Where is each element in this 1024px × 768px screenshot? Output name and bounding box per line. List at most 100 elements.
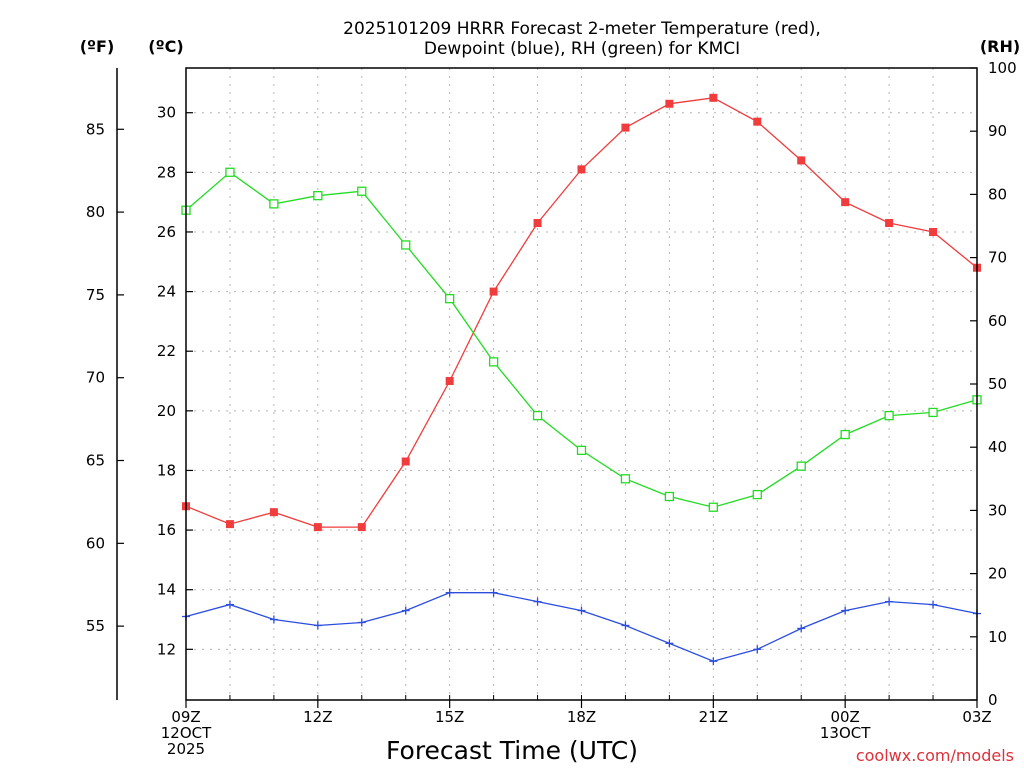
rh-point — [928, 407, 938, 418]
dewpoint-point — [753, 645, 762, 654]
rh-point — [269, 199, 279, 209]
celsius-tick-label: 28 — [157, 163, 176, 181]
rh-point — [840, 429, 850, 440]
credit-link[interactable]: coolwx.com/models — [856, 746, 1014, 765]
temperature-point — [533, 219, 542, 228]
rh-point — [445, 294, 455, 304]
dewpoint-point — [885, 597, 894, 606]
temperature-point — [577, 165, 586, 174]
rh-point — [620, 474, 631, 484]
dewpoint-point — [225, 600, 234, 609]
rh-point — [708, 502, 718, 512]
celsius-tick-label: 30 — [157, 104, 176, 122]
celsius-tick-label: 24 — [157, 283, 176, 301]
rh-tick-label: 0 — [988, 691, 998, 709]
dewpoint-point — [841, 606, 850, 615]
fahrenheit-unit-label: (ºF) — [80, 37, 115, 56]
temperature-point — [357, 523, 366, 532]
series-dewpoint — [182, 588, 981, 666]
rh-point — [576, 445, 587, 456]
dewpoint-point — [489, 588, 498, 597]
temperature-point — [665, 99, 674, 108]
rh-tick-label: 90 — [988, 122, 1007, 140]
celsius-tick-label: 14 — [157, 581, 176, 599]
celsius-tick-label: 16 — [157, 521, 176, 539]
celsius-tick-label: 22 — [157, 342, 176, 360]
fahrenheit-tick-label: 80 — [86, 203, 105, 221]
rh-point — [532, 410, 543, 421]
series-temperature — [182, 93, 981, 532]
x-tick-label: 12OCT — [161, 724, 212, 742]
rh-point — [488, 357, 499, 367]
dewpoint-point — [269, 615, 278, 624]
rh-tick-label: 70 — [988, 249, 1007, 267]
rh-tick-label: 30 — [988, 501, 1007, 519]
celsius-tick-label: 18 — [157, 461, 176, 479]
temperature-point — [753, 117, 762, 126]
rh-unit-label: (RH) — [980, 37, 1020, 56]
temperature-point — [885, 219, 894, 228]
rh-point — [401, 240, 411, 250]
celsius-unit-label: (ºC) — [148, 37, 183, 56]
grid-lines — [186, 68, 977, 700]
fahrenheit-tick-label: 65 — [86, 452, 105, 470]
chart-title-line-1: 2025101209 HRRR Forecast 2-meter Tempera… — [343, 19, 821, 39]
celsius-tick-label: 26 — [157, 223, 176, 241]
celsius-tick-label: 12 — [157, 640, 176, 658]
rh-tick-label: 60 — [988, 312, 1007, 330]
rh-line — [185, 171, 978, 508]
rh-point — [225, 167, 235, 177]
fahrenheit-tick-label: 85 — [86, 120, 105, 138]
x-tick-label: 15Z — [435, 708, 464, 726]
dewpoint-point — [709, 657, 718, 666]
dewpoint-point — [401, 606, 410, 615]
dewpoint-point — [445, 588, 454, 597]
rh-point — [313, 191, 323, 201]
temperature-point — [621, 123, 630, 132]
dewpoint-point — [797, 624, 806, 633]
fahrenheit-tick-label: 75 — [86, 286, 105, 304]
axis-labels: 12 14 16 18 20 22 24 26 28 30 55 60 65 70 75 80 85 0 10 20 3… — [86, 59, 1017, 758]
series-rh — [181, 167, 982, 512]
rh-point — [796, 461, 806, 471]
dewpoint-point — [313, 621, 322, 630]
temperature-point — [225, 520, 234, 529]
temperature-point — [709, 93, 718, 102]
chart-title-line-2: Dewpoint (blue), RH (green) for KMCI — [424, 39, 740, 59]
temperature-point — [841, 198, 850, 207]
temperature-point — [929, 227, 938, 236]
dewpoint-point — [357, 618, 366, 627]
rh-tick-label: 80 — [988, 185, 1007, 203]
dewpoint-line — [185, 592, 978, 662]
dewpoint-point — [577, 606, 586, 615]
fahrenheit-tick-label: 60 — [86, 534, 105, 552]
rh-tick-label: 100 — [988, 59, 1017, 77]
fahrenheit-tick-label: 55 — [86, 617, 105, 635]
dewpoint-point — [533, 597, 542, 606]
rh-point — [752, 489, 762, 500]
x-axis-title: Forecast Time (UTC) — [386, 736, 638, 765]
rh-tick-label: 50 — [988, 375, 1007, 393]
temperature-point — [401, 457, 410, 466]
dewpoint-point — [665, 639, 674, 648]
x-tick-label: 13OCT — [820, 724, 871, 742]
x-tick-label: 09Z — [171, 708, 200, 726]
dewpoint-point — [929, 600, 938, 609]
celsius-tick-label: 20 — [157, 402, 176, 420]
temperature-point — [445, 377, 454, 386]
temperature-line — [185, 97, 978, 528]
series-layer — [181, 93, 982, 666]
x-tick-label: 12Z — [303, 708, 332, 726]
temperature-point — [269, 508, 278, 517]
x-tick-label: 2025 — [167, 740, 205, 758]
rh-tick-label: 10 — [988, 628, 1007, 646]
x-tick-label: 00Z — [830, 708, 859, 726]
rh-tick-label: 20 — [988, 565, 1007, 583]
rh-point — [884, 410, 894, 421]
dewpoint-point — [621, 621, 630, 630]
fahrenheit-tick-label: 70 — [86, 369, 105, 387]
x-tick-label: 18Z — [567, 708, 596, 726]
temperature-point — [313, 523, 322, 532]
x-tick-label: 21Z — [699, 708, 728, 726]
